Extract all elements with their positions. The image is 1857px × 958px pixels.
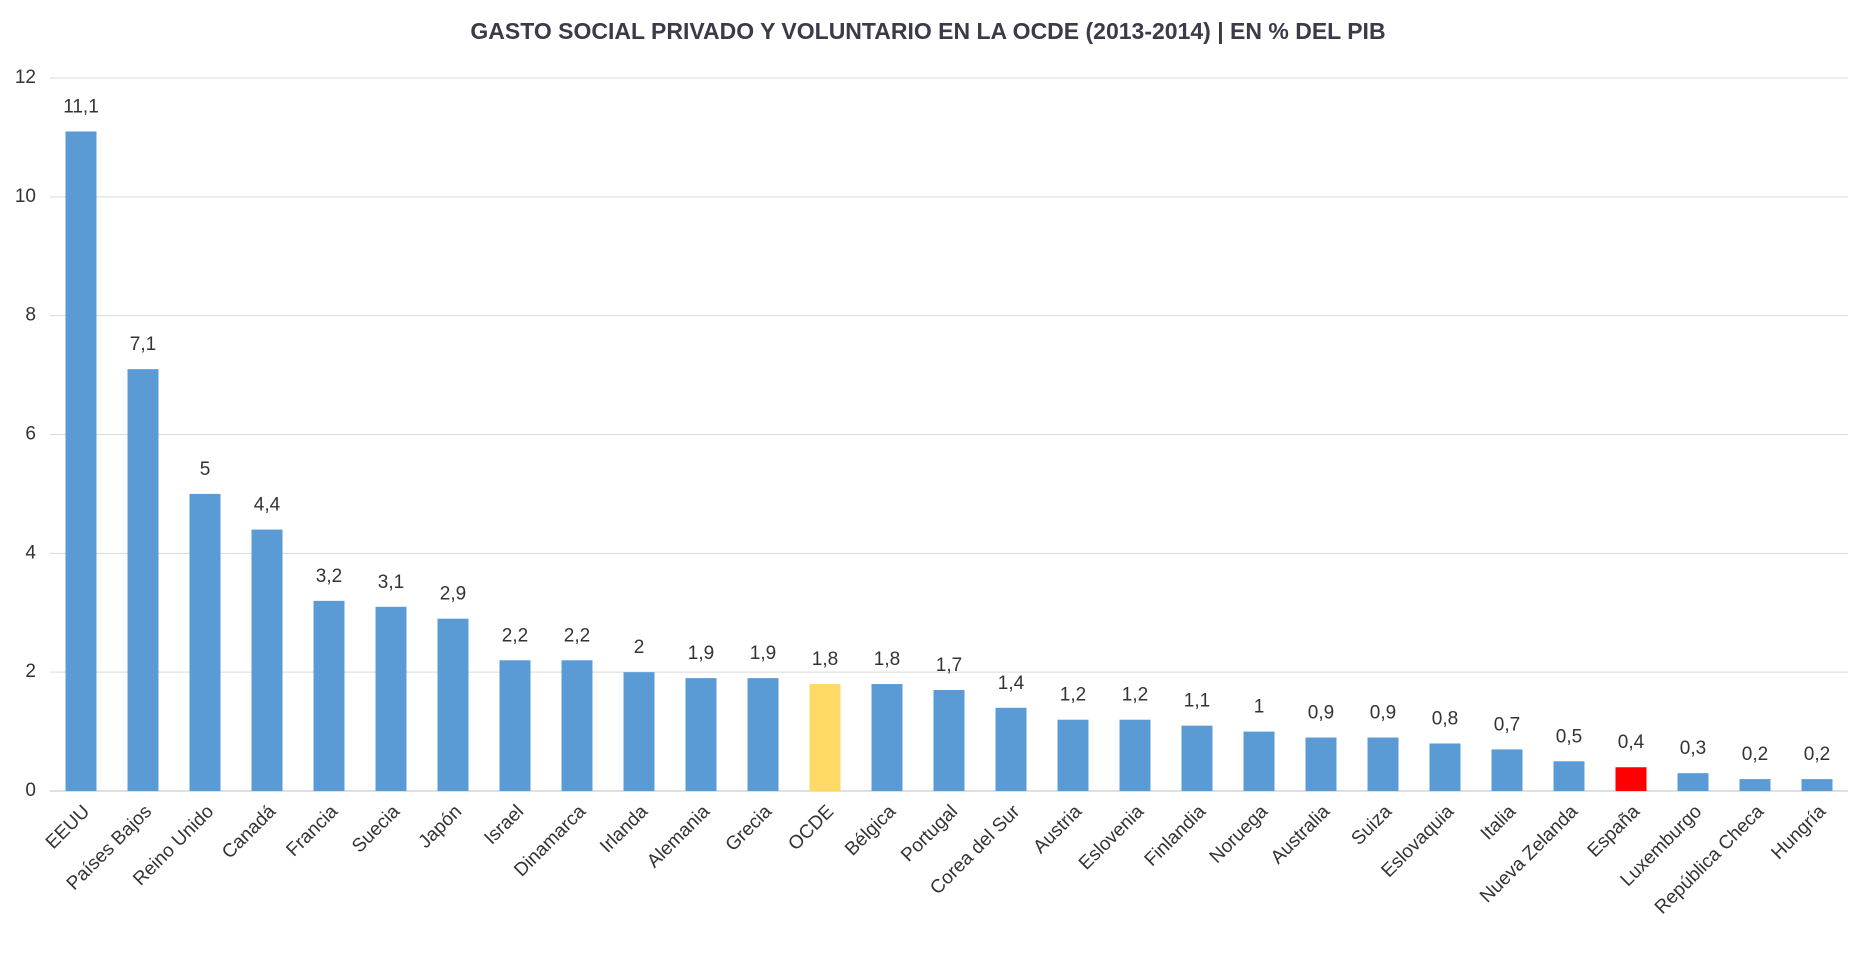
bar (871, 684, 903, 791)
x-tick-label: Finlandia (1141, 801, 1211, 871)
x-tick-label: Israel (480, 801, 528, 849)
bar (623, 672, 655, 791)
bar (1801, 779, 1833, 791)
value-label: 1,8 (874, 649, 900, 670)
value-label: 7,1 (130, 334, 156, 355)
y-tick-label: 12 (15, 67, 36, 88)
value-label: 0,8 (1432, 708, 1458, 729)
value-label: 1,4 (998, 673, 1025, 694)
y-tick-label: 0 (25, 780, 36, 801)
value-label: 2 (634, 637, 645, 658)
x-tick-label: Portugal (897, 801, 962, 866)
bar (561, 660, 593, 791)
bar (1305, 737, 1337, 791)
value-label: 1,9 (750, 643, 776, 664)
x-tick-label: Australia (1267, 801, 1334, 868)
value-label: 1,9 (688, 643, 714, 664)
x-tick-label: Grecia (722, 801, 777, 856)
y-tick-label: 6 (25, 424, 36, 445)
bar (127, 369, 159, 791)
bar (809, 684, 841, 791)
value-label: 0,4 (1618, 732, 1645, 753)
y-tick-label: 4 (25, 542, 36, 563)
x-tick-label: Francia (282, 801, 342, 861)
value-label: 4,4 (254, 495, 281, 516)
value-label: 2,2 (502, 625, 528, 646)
x-tick-label: OCDE (784, 801, 838, 855)
bar (1243, 731, 1275, 791)
value-label: 0,5 (1556, 726, 1582, 747)
y-tick-label: 2 (25, 661, 36, 682)
x-tick-label: República Checa (1651, 801, 1768, 918)
x-tick-label: Suecia (348, 801, 404, 857)
bar (313, 600, 345, 791)
bar (685, 678, 717, 791)
bar (995, 707, 1027, 791)
value-label: 3,2 (316, 566, 342, 587)
x-tick-label: EEUU (42, 801, 94, 853)
x-tick-label: Austria (1029, 801, 1086, 858)
bar (747, 678, 779, 791)
y-tick-label: 10 (15, 186, 36, 207)
bar (189, 493, 221, 791)
bar (933, 689, 965, 791)
bar (1615, 767, 1647, 791)
bar (1429, 743, 1461, 791)
bar (1057, 719, 1089, 791)
bar (1553, 761, 1585, 791)
value-label: 2,2 (564, 625, 590, 646)
bar (375, 606, 407, 791)
x-tick-label: Alemania (643, 801, 714, 872)
x-tick-label: Eslovenia (1075, 801, 1148, 874)
y-tick-label: 8 (25, 305, 36, 326)
bar (1367, 737, 1399, 791)
value-label: 1,7 (936, 655, 962, 676)
value-label: 0,2 (1742, 744, 1768, 765)
x-tick-label: Canadá (218, 801, 280, 863)
value-label: 1,8 (812, 649, 838, 670)
bar (499, 660, 531, 791)
value-label: 1 (1254, 697, 1265, 718)
bar (251, 529, 283, 791)
value-label: 1,2 (1060, 685, 1086, 706)
x-tick-label: Noruega (1206, 801, 1273, 868)
value-label: 0,9 (1308, 703, 1334, 724)
chart-title: GASTO SOCIAL PRIVADO Y VOLUNTARIO EN LA … (470, 18, 1385, 44)
x-tick-label: España (1584, 801, 1645, 862)
x-tick-label: Hungría (1767, 801, 1830, 864)
bar (1119, 719, 1151, 791)
value-label: 0,9 (1370, 703, 1396, 724)
bar (437, 618, 469, 791)
x-tick-label: Japón (415, 801, 466, 852)
value-label: 1,2 (1122, 685, 1148, 706)
x-tick-label: Bélgica (841, 801, 900, 860)
value-label: 0,7 (1494, 714, 1520, 735)
bar (65, 131, 97, 792)
value-label: 0,3 (1680, 738, 1706, 759)
x-tick-label: Italia (1477, 801, 1521, 845)
bar (1181, 725, 1213, 791)
value-label: 5 (200, 459, 211, 480)
value-label: 0,2 (1804, 744, 1830, 765)
bar (1677, 773, 1709, 791)
x-tick-label: Suiza (1348, 801, 1397, 850)
value-label: 11,1 (63, 96, 99, 117)
value-label: 3,1 (378, 572, 404, 593)
bar (1491, 749, 1523, 791)
bar (1739, 779, 1771, 791)
x-tick-label: Irlanda (596, 801, 652, 857)
value-label: 1,1 (1184, 691, 1210, 712)
value-label: 2,9 (440, 584, 466, 605)
